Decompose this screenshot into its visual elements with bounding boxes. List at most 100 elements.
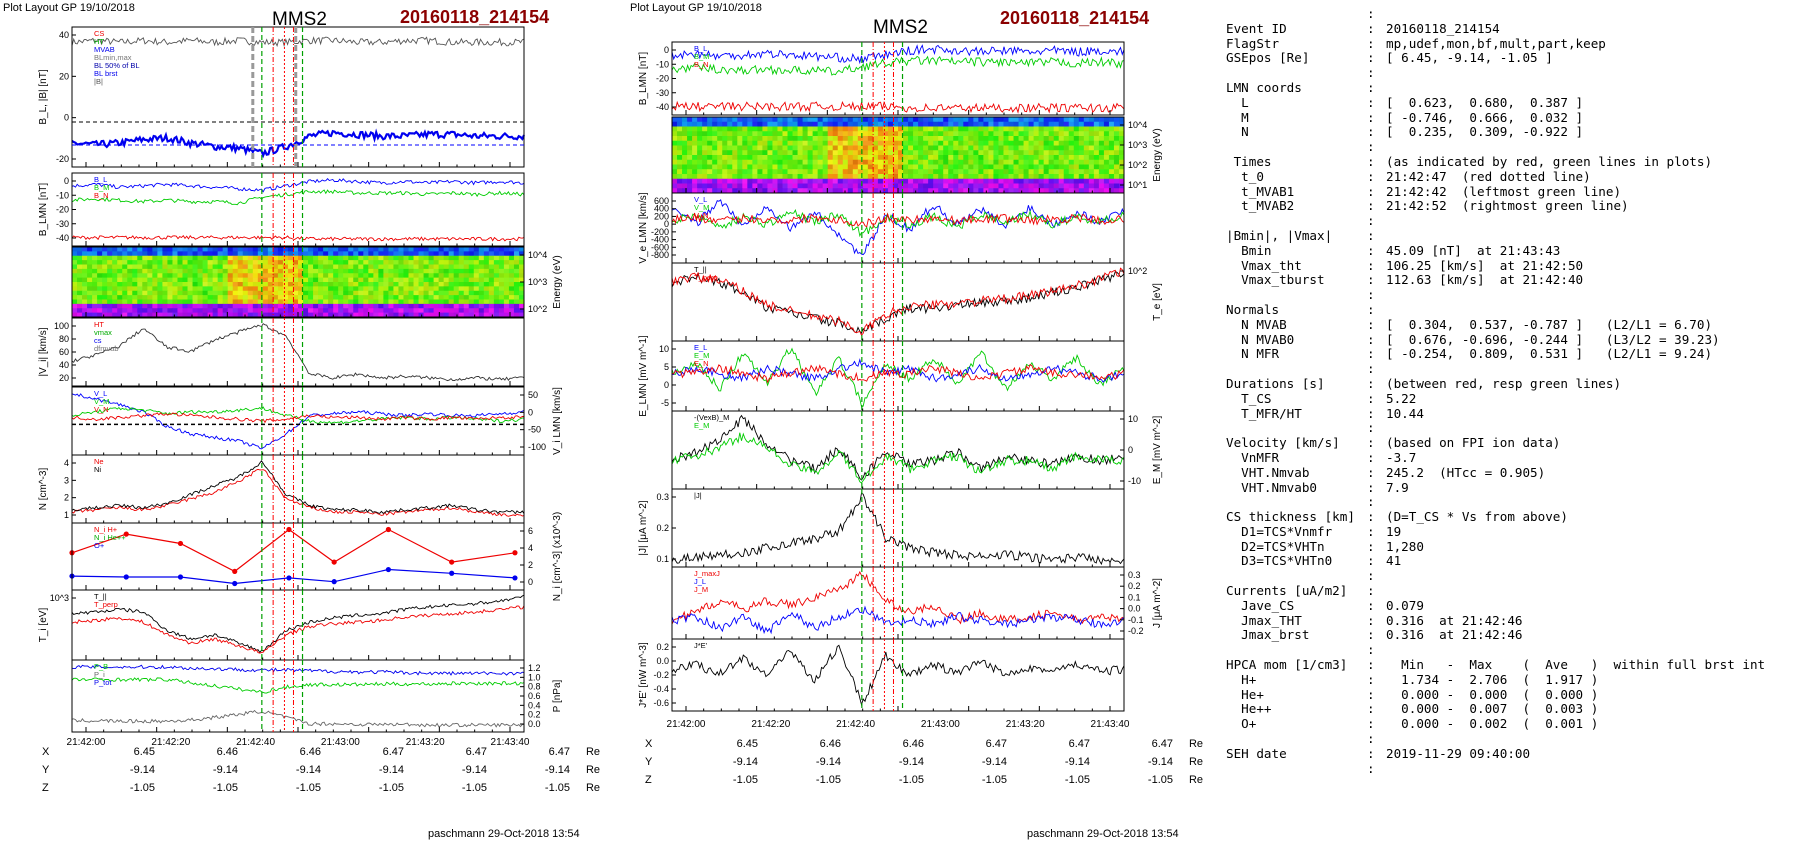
heatmap-cell (857, 145, 864, 151)
heatmap-cell (988, 159, 994, 165)
heatmap-cell (217, 282, 224, 287)
heatmap-cell (303, 247, 309, 252)
heatmap-cell (1073, 188, 1080, 194)
heatmap-cell (797, 145, 804, 151)
summary-key: VHT.Nmvab (1226, 464, 1310, 480)
heatmap-cell (852, 159, 859, 165)
heatmap-cell (152, 273, 158, 279)
heatmap-cell (448, 255, 455, 261)
series-line (671, 414, 1125, 481)
heatmap-cell (197, 290, 204, 296)
heatmap-cell (943, 136, 949, 142)
heatmap-cell (87, 286, 93, 292)
series-line (671, 432, 1125, 484)
heatmap-cell (393, 264, 399, 270)
heatmap-cell (1068, 188, 1075, 194)
heatmap-cell (348, 247, 354, 252)
heatmap-cell (928, 136, 934, 142)
heatmap-cell (212, 277, 219, 283)
heatmap-cell (807, 164, 814, 170)
heatmap-cell (1008, 155, 1015, 161)
position-value: -1.05 (129, 782, 155, 794)
heatmap-cell (877, 145, 884, 151)
heatmap-cell (837, 140, 844, 146)
heatmap-cell (882, 155, 889, 161)
heatmap-cell (162, 312, 168, 318)
heatmap-cell (237, 273, 244, 279)
heatmap-cell (1083, 136, 1090, 142)
heatmap-cell (1093, 164, 1100, 170)
heatmap-cell (1113, 183, 1120, 189)
summary-key: Jave_CS (1226, 597, 1295, 613)
y-tick-label: 0.8 (528, 682, 541, 692)
heatmap-cell (898, 140, 904, 146)
heatmap-cell (112, 303, 118, 309)
heatmap-cell (423, 273, 430, 279)
heatmap-cell (872, 178, 879, 184)
heatmap-cell (787, 159, 794, 165)
heatmap-cell (767, 164, 773, 170)
heatmap-cell (1083, 145, 1090, 151)
heatmap-cell (187, 299, 194, 305)
heatmap-cell (187, 312, 194, 318)
heatmap-cell (1108, 155, 1115, 161)
heatmap-cell (77, 251, 83, 257)
heatmap-cell (77, 290, 83, 296)
position-unit: Re (1188, 756, 1203, 768)
heatmap-cell (282, 295, 289, 300)
heatmap-cell (1048, 164, 1055, 170)
heatmap-cell (1108, 150, 1115, 156)
summary-colon: : (1367, 20, 1375, 36)
heatmap-cell (1008, 145, 1015, 151)
summary-key: GSEpos [Re] (1226, 50, 1310, 66)
data-point (385, 566, 391, 573)
heatmap-cell (752, 126, 758, 132)
heatmap-cell (87, 264, 93, 270)
heatmap-cell (177, 286, 183, 292)
heatmap-cell (142, 282, 148, 287)
heatmap-cell (82, 268, 88, 274)
heatmap-cell (87, 260, 93, 265)
heatmap-cell (237, 290, 244, 296)
heatmap-cell (1043, 150, 1050, 156)
heatmap-cell (458, 286, 465, 292)
heatmap-cell (252, 255, 259, 261)
heatmap-cell (887, 145, 894, 151)
heatmap-cell (232, 255, 239, 261)
heatmap-cell (687, 188, 693, 194)
heatmap-cell (478, 308, 485, 314)
summary-row: : (1226, 421, 1765, 436)
heatmap-cell (867, 174, 874, 180)
heatmap-cell (933, 150, 939, 156)
heatmap-cell (72, 312, 78, 318)
panel-right-3 (671, 192, 1125, 264)
heatmap-cell (857, 164, 864, 170)
heatmap-cell (903, 155, 909, 161)
summary-row: LMN coords: (1226, 80, 1765, 96)
heatmap-cell (677, 164, 683, 170)
heatmap-cell (122, 264, 128, 270)
summary-key: Durations [s] (1226, 375, 1325, 391)
heatmap-cell (847, 155, 854, 161)
heatmap-cell (737, 145, 743, 151)
heatmap-cell (182, 273, 189, 279)
series-line (671, 358, 1125, 383)
heatmap-cell (298, 264, 304, 270)
heatmap-cell (292, 295, 299, 300)
heatmap-cell (727, 169, 733, 175)
heatmap-cell (732, 155, 738, 161)
plot-layout-label-left: Plot Layout GP 19/10/2018 (3, 2, 135, 14)
heatmap-cell (1033, 140, 1040, 146)
heatmap-cell (857, 159, 864, 165)
heatmap-cell (782, 155, 789, 161)
heatmap-cell (747, 188, 753, 194)
heatmap-cell (988, 178, 994, 184)
heatmap-cell (832, 188, 839, 194)
y-tick-label: 0 (664, 219, 669, 229)
y-axis-label: |V_i| [km/s] (38, 327, 49, 376)
heatmap-cell (232, 260, 239, 265)
heatmap-cell (393, 286, 399, 292)
heatmap-cell (958, 183, 964, 189)
heatmap-cell (353, 308, 359, 314)
heatmap-cell (513, 255, 520, 261)
